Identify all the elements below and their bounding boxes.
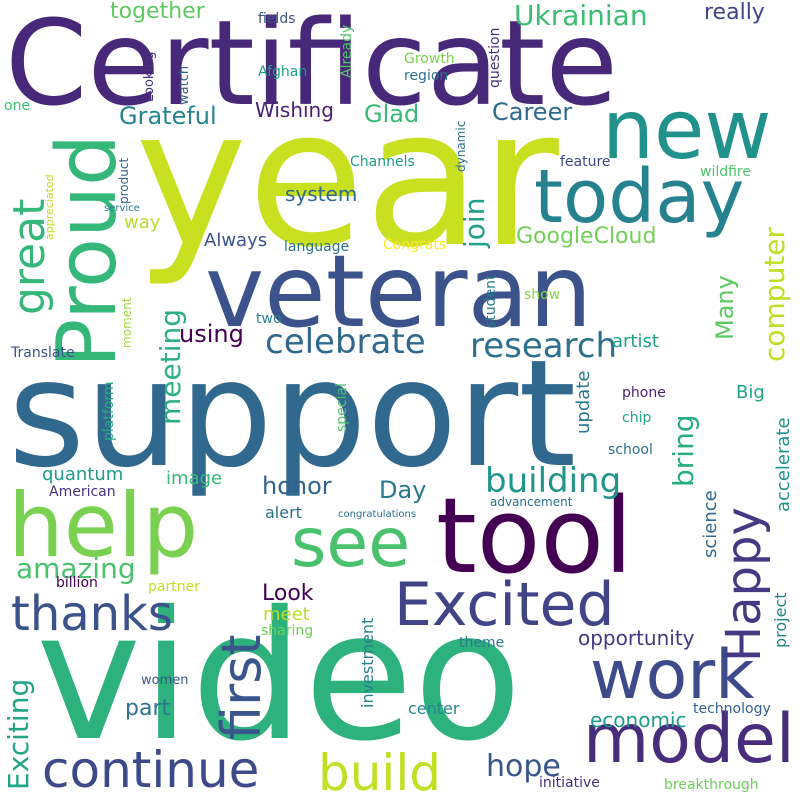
word-billion: billion [56, 575, 98, 591]
word-many: Many [711, 275, 739, 340]
word-way: way [124, 212, 161, 233]
word-two: two [256, 311, 282, 327]
word-sharing: sharing [261, 623, 314, 639]
word-one: one [4, 98, 31, 114]
word-always: Always [204, 230, 268, 251]
word-excited: Excited [394, 570, 615, 640]
word-amazing: amazing [16, 552, 136, 585]
word-dynamic: dynamic [454, 120, 468, 172]
word-update: update [573, 370, 594, 434]
word-economic: economic [590, 708, 687, 732]
word-already: Already [339, 24, 355, 78]
word-project: project [771, 592, 790, 648]
word-afghan: Afghan [258, 64, 308, 80]
word-alert: alert [265, 503, 302, 522]
word-big: Big [736, 382, 765, 403]
word-using: using [179, 320, 244, 348]
word-building: building [485, 461, 622, 501]
word-quantum: quantum [42, 464, 124, 485]
word-platform: platform [101, 381, 117, 442]
word-moment: moment [120, 297, 134, 348]
word-language: language [284, 239, 350, 255]
word-chip: chip [622, 410, 652, 426]
word-investment: investment [358, 617, 377, 708]
word-together: together [110, 0, 205, 24]
word-celebrate: celebrate [265, 322, 426, 362]
word-tool: tool [436, 475, 633, 597]
word-show: show [524, 287, 561, 303]
word-glad: Glad [364, 100, 420, 128]
word-question: question [487, 27, 503, 88]
word-veteran: veteran [205, 233, 593, 350]
word-meeting: meeting [154, 308, 187, 425]
word-career: Career [492, 98, 573, 126]
word-theme: theme [459, 635, 505, 651]
word-service: service [104, 203, 140, 214]
word-build: build [318, 744, 441, 800]
word-computer: computer [758, 226, 791, 362]
word-hope: hope [486, 749, 561, 784]
word-help: help [8, 474, 199, 577]
word-advancement: advancement [490, 495, 573, 509]
word-model: model [583, 700, 795, 779]
word-exciting: Exciting [2, 678, 35, 790]
word-work: work [590, 636, 755, 715]
word-american: American [49, 484, 116, 500]
word-special: special [334, 383, 350, 432]
word-continue: continue [42, 741, 260, 799]
word-region: region [404, 68, 449, 84]
word-technology: technology [693, 701, 771, 717]
word-student: student [483, 274, 499, 328]
word-channels: Channels [350, 154, 415, 170]
word-opportunity: opportunity [578, 626, 695, 650]
word-wishing: Wishing [255, 98, 334, 122]
word-part: part [125, 696, 171, 721]
word-congratulations: congratulations [338, 509, 417, 520]
word-support: support [8, 328, 577, 500]
word-new: new [602, 83, 772, 178]
word-partner: partner [148, 579, 200, 595]
word-product: product [117, 157, 131, 204]
word-accelerate: accelerate [773, 417, 794, 512]
word-research: research [470, 326, 618, 366]
word-initiative: initiative [539, 775, 600, 791]
word-looking: Looking [142, 51, 157, 102]
word-science: science [700, 490, 721, 558]
word-meet: meet [263, 604, 310, 625]
word-congrats: Congrats [383, 237, 447, 253]
word-year: year [135, 68, 559, 289]
word-video: video [36, 573, 523, 780]
word-see: see [291, 504, 411, 583]
word-thanks: thanks [11, 586, 173, 642]
word-artist: artist [612, 331, 659, 352]
word-certificate: Certificate [5, 0, 618, 132]
word-phone: phone [622, 385, 666, 401]
word-grateful: Grateful [119, 102, 217, 130]
word-feature: feature [560, 154, 611, 170]
word-school: school [608, 442, 653, 458]
word-join: join [458, 197, 491, 248]
word-wildfire: wildfire [700, 164, 751, 180]
word-image: image [166, 468, 223, 489]
word-system: system [285, 182, 358, 206]
word-today: today [534, 154, 745, 240]
word-growth: Growth [404, 51, 455, 67]
word-appreciated: appreciated [43, 174, 56, 240]
word-look: Look [262, 581, 314, 606]
word-translate: Translate [11, 345, 75, 361]
word-fields: fields [258, 11, 296, 27]
word-women: women [141, 673, 189, 688]
word-really: really [704, 0, 765, 25]
word-bring: bring [667, 414, 700, 487]
word-day: Day [379, 476, 427, 504]
word-breakthrough: breakthrough [664, 777, 759, 793]
word-center: center [408, 699, 460, 718]
word-watch: watch [177, 65, 192, 105]
word-happy: Happy [716, 507, 772, 662]
word-ukrainian: Ukrainian [514, 0, 648, 32]
word-googlecloud: GoogleCloud [516, 224, 657, 249]
word-honor: honor [262, 472, 332, 500]
